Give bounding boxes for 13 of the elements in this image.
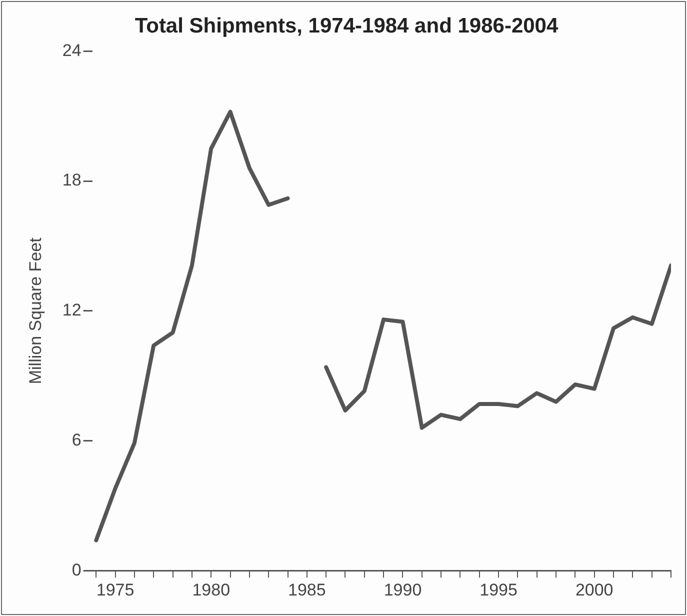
- x-tick-label: 1995: [480, 580, 518, 600]
- x-tick-label: 2000: [575, 580, 614, 600]
- x-tick-label: 1990: [384, 580, 422, 600]
- chart-title: Total Shipments, 1974-1984 and 1986-2004: [134, 14, 558, 38]
- x-tick-label: 1980: [192, 580, 230, 600]
- y-tick-label: 24: [62, 40, 82, 60]
- y-tick-label: 6: [72, 430, 82, 450]
- x-tick-label: 1985: [288, 580, 326, 600]
- x-tick-label: 1975: [96, 580, 134, 600]
- y-tick-label: 12: [62, 300, 82, 320]
- y-tick-label: 0: [72, 560, 82, 580]
- y-tick-label: 18: [62, 170, 82, 190]
- y-axis-title: Million Square Feet: [26, 237, 45, 384]
